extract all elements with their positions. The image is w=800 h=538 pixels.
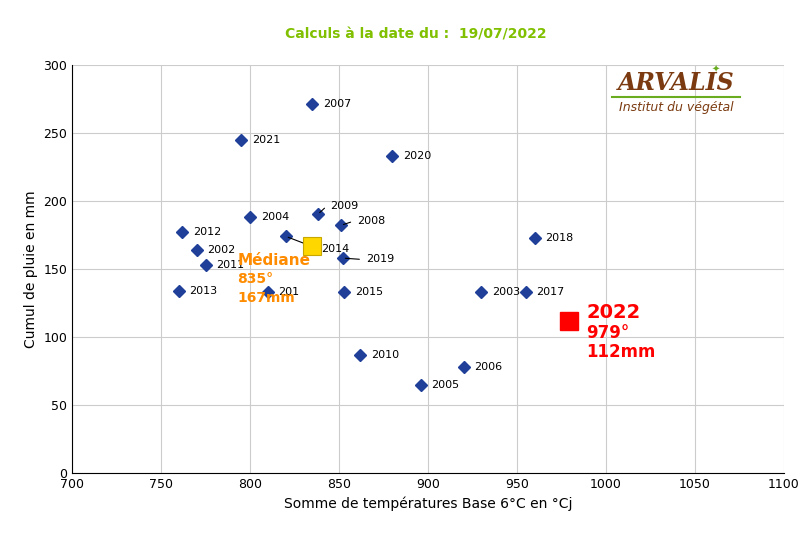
Text: 2007: 2007 [323,99,351,109]
Text: ARVALIS: ARVALIS [618,72,734,95]
Text: 2004: 2004 [261,212,289,222]
Text: 2015: 2015 [355,287,383,297]
Text: 2008: 2008 [357,216,385,226]
Text: 2022: 2022 [586,303,641,322]
Y-axis label: Cumul de pluie en mm: Cumul de pluie en mm [24,190,38,348]
Text: ✦: ✦ [712,65,720,75]
Text: 2006: 2006 [474,362,502,372]
Text: 2009: 2009 [330,201,358,211]
Text: Médiane: Médiane [238,253,310,267]
Text: 2013: 2013 [190,286,218,296]
Text: 2010: 2010 [371,350,399,360]
Text: 201: 201 [278,287,300,297]
Text: Institut du végétal: Institut du végétal [618,101,734,114]
Text: 2002: 2002 [207,245,235,255]
Text: 112mm: 112mm [586,343,656,361]
Text: 2003: 2003 [492,287,520,297]
Text: 835°: 835° [238,272,274,286]
Text: 2012: 2012 [193,227,222,237]
X-axis label: Somme de températures Base 6°C en °Cj: Somme de températures Base 6°C en °Cj [284,497,572,511]
Text: 2011: 2011 [216,260,244,270]
Text: 2018: 2018 [546,232,574,243]
Text: 2020: 2020 [403,151,431,161]
Text: 2017: 2017 [537,287,565,297]
Text: 2005: 2005 [431,380,460,390]
Text: 2021: 2021 [252,134,280,145]
Text: Calculs à la date du :  19/07/2022: Calculs à la date du : 19/07/2022 [285,28,547,42]
Text: 979°: 979° [586,324,630,342]
Text: 2019: 2019 [366,254,394,265]
Text: 167mm: 167mm [238,291,295,305]
Text: 2014: 2014 [322,244,350,253]
